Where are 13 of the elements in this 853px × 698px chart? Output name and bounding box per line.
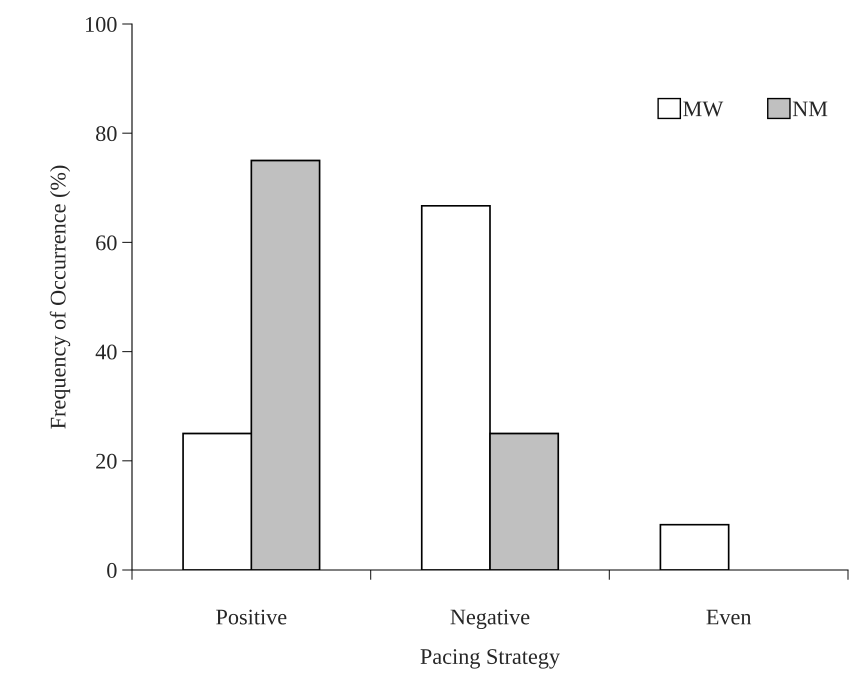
legend-label: MW bbox=[683, 102, 724, 116]
y-tick-label: 0 bbox=[107, 562, 117, 578]
x-tick-label: Positive bbox=[216, 610, 286, 625]
y-tick-label: 100 bbox=[86, 16, 117, 32]
y-tick-label: 60 bbox=[96, 235, 117, 250]
y-tick-label: 40 bbox=[96, 344, 117, 360]
x-axis-title: Pacing Strategy bbox=[420, 649, 560, 669]
legend-label: NM bbox=[792, 102, 828, 116]
y-axis-title: Frequency of Occurrence (%) bbox=[50, 166, 70, 429]
y-tick-label: 80 bbox=[96, 126, 117, 142]
y-tick-label: 20 bbox=[96, 454, 117, 469]
x-tick-label: Even bbox=[706, 610, 752, 625]
x-tick-label: Negative bbox=[450, 610, 530, 630]
